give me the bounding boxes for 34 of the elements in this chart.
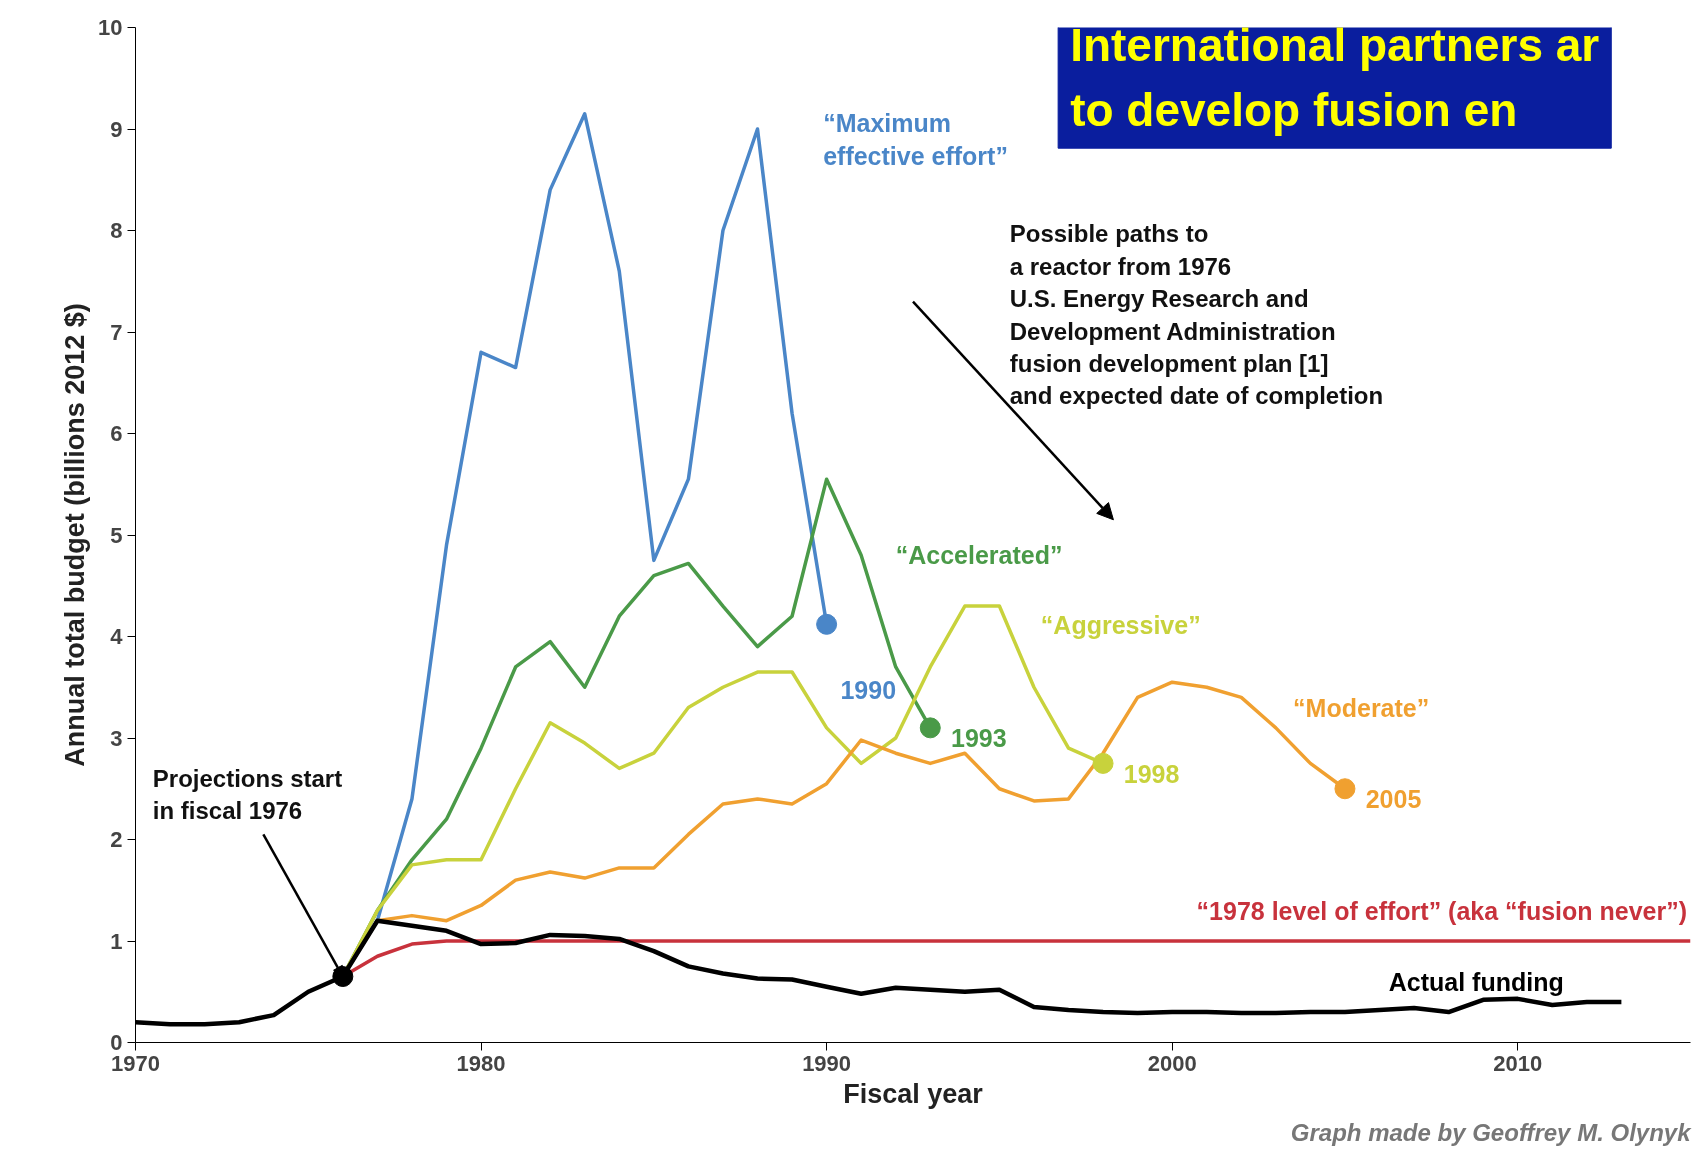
series-label: “Aggressive” — [1040, 611, 1201, 640]
point — [816, 613, 838, 635]
series-label: “1978 level of effort” (aka “fusion never”) — [1196, 896, 1688, 925]
y-tick-label: 2 — [110, 827, 123, 852]
series-label: “Accelerated” — [895, 541, 1063, 570]
y-tick-label: 7 — [110, 319, 123, 345]
x-tick-label: 2010 — [1493, 1050, 1543, 1076]
x-tick-label: 2000 — [1147, 1050, 1197, 1076]
y-tick-label: 5 — [110, 522, 123, 548]
text: “Maximum effective effort” — [823, 108, 1008, 171]
x-tick-label: 1980 — [456, 1050, 506, 1076]
y-tick-label: 4 — [110, 624, 124, 649]
x-axis-title: Fiscal year — [843, 1078, 984, 1109]
y-tick-label: 10 — [98, 15, 123, 40]
y-tick-label: 1 — [110, 928, 123, 954]
series-label: “Moderate” — [1293, 693, 1430, 722]
annotation: 2005 — [1365, 784, 1422, 813]
point — [1092, 752, 1114, 774]
annotation: 1990 — [840, 676, 897, 705]
text: Graph made by Geoffrey M. Olynyk — [1290, 1118, 1693, 1146]
annotation: Possible paths to a reactor from 1976 U.S. Energy Research and Development Administration fusion development plan [1] and expected date of completion — [1009, 220, 1384, 410]
y-tick-label: 8 — [110, 218, 123, 243]
point — [919, 717, 941, 739]
annotation: 1998 — [1123, 759, 1180, 788]
annotation: 1993 — [951, 724, 1007, 752]
y-tick-label: 6 — [110, 421, 123, 446]
y-tick-label: 9 — [110, 116, 123, 142]
y-axis-title: Annual total budget (billions 2012 $) — [60, 303, 91, 767]
y-tick-label: 3 — [110, 725, 123, 751]
text: International partners ar to develop fusion en — [1070, 19, 1600, 137]
series-label: Actual funding — [1388, 967, 1564, 996]
point — [1334, 778, 1356, 800]
x-tick-label: 1990 — [802, 1050, 852, 1076]
annotation: Projections start in fiscal 1976 — [152, 764, 343, 825]
